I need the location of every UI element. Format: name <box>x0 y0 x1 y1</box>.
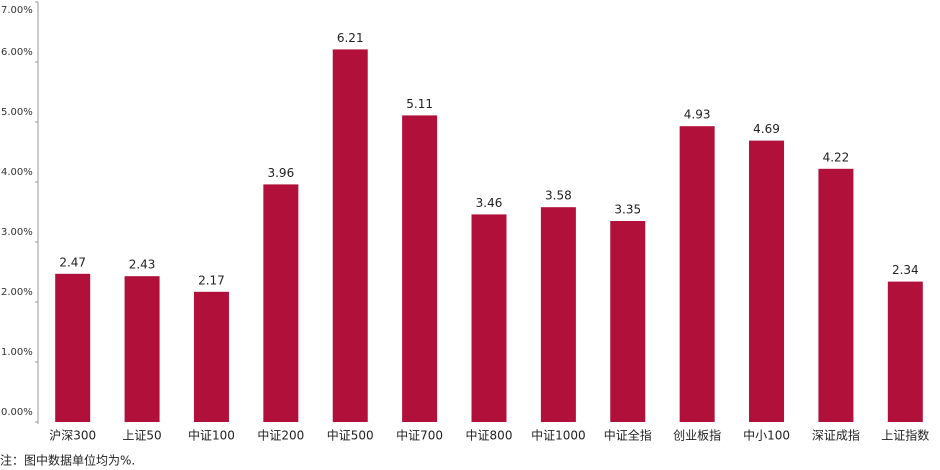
x-tick-label: 沪深300 <box>49 429 96 443</box>
chart-note: 注：图中数据单位均为%. <box>0 453 135 468</box>
x-tick-label: 中证1000 <box>531 428 586 443</box>
value-label: 3.58 <box>545 189 572 203</box>
y-tick-label: 6.00% <box>1 47 33 58</box>
bar <box>55 273 91 422</box>
value-label: 2.43 <box>129 258 156 272</box>
value-label: 2.34 <box>892 263 919 277</box>
value-label: 2.17 <box>198 273 225 287</box>
value-label: 3.96 <box>267 166 294 180</box>
x-tick-label: 中证800 <box>466 428 513 443</box>
bar <box>332 49 368 423</box>
value-label: 3.46 <box>476 196 503 210</box>
x-tick-label: 中证200 <box>257 428 304 443</box>
bar <box>124 276 160 422</box>
x-tick-label: 创业板指 <box>673 428 721 443</box>
value-label: 4.22 <box>823 150 850 164</box>
y-tick-label: 4.00% <box>1 167 33 178</box>
value-label: 5.11 <box>406 97 433 111</box>
bar <box>263 184 299 422</box>
bar <box>887 281 923 422</box>
bar <box>749 140 785 422</box>
y-tick-label: 2.00% <box>1 287 33 298</box>
x-tick-label: 中证500 <box>327 428 374 443</box>
bar <box>679 126 715 422</box>
y-tick-label: 0.00% <box>1 407 33 418</box>
x-tick-label: 深证成指 <box>812 428 860 443</box>
x-tick-label: 中小100 <box>743 428 790 443</box>
bar <box>818 168 854 422</box>
x-tick-label: 中证100 <box>188 428 235 443</box>
value-label: 6.21 <box>337 31 364 45</box>
x-tick-label: 上证50 <box>122 429 161 443</box>
bar <box>540 207 576 422</box>
y-tick-label: 5.00% <box>1 107 33 118</box>
value-label: 4.93 <box>684 108 711 122</box>
bar <box>193 291 229 422</box>
x-tick-label: 上证指数 <box>881 428 929 443</box>
bar <box>402 115 438 423</box>
y-tick-label: 3.00% <box>1 227 33 238</box>
x-tick-label: 中证700 <box>396 428 443 443</box>
x-tick-label: 中证全指 <box>604 428 652 443</box>
y-tick-label: 1.00% <box>1 347 33 358</box>
bar <box>610 221 646 422</box>
value-label: 4.69 <box>753 122 780 136</box>
bar <box>471 214 507 422</box>
value-label: 3.35 <box>614 203 641 217</box>
value-label: 2.47 <box>59 255 86 269</box>
y-tick-label: 7.00% <box>1 5 33 16</box>
